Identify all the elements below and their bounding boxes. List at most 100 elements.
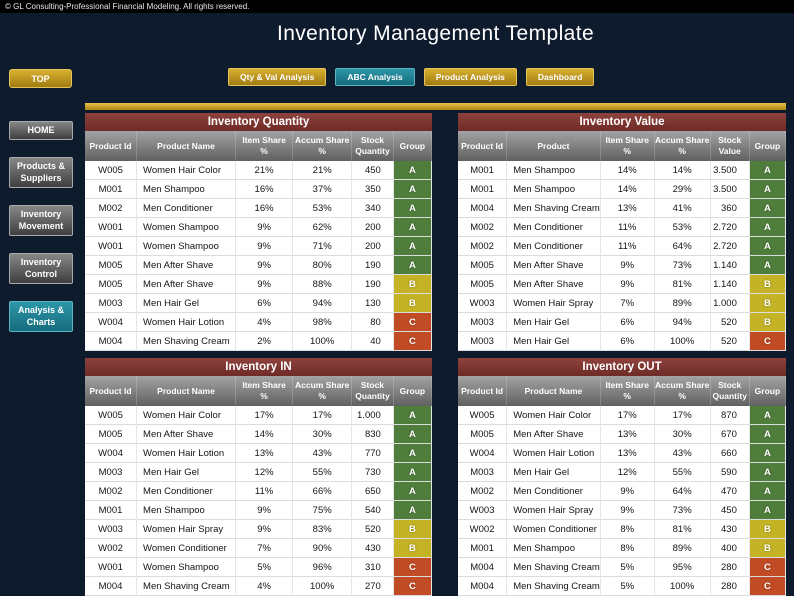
data-cell[interactable]: 41% bbox=[654, 199, 711, 218]
data-cell[interactable]: M003 bbox=[458, 463, 508, 482]
data-cell[interactable]: Men After Shave bbox=[137, 425, 236, 444]
data-cell[interactable]: 30% bbox=[654, 425, 711, 444]
data-cell[interactable]: 83% bbox=[293, 520, 353, 539]
data-cell[interactable]: Men Conditioner bbox=[507, 482, 601, 501]
data-cell[interactable]: M002 bbox=[458, 218, 508, 237]
data-cell[interactable]: Men Hair Gel bbox=[137, 463, 236, 482]
data-cell[interactable]: 430 bbox=[710, 520, 750, 539]
group-cell[interactable]: A bbox=[393, 463, 432, 482]
data-cell[interactable]: Men After Shave bbox=[507, 275, 601, 294]
group-cell[interactable]: C bbox=[393, 577, 432, 596]
data-cell[interactable]: 94% bbox=[293, 294, 353, 313]
data-cell[interactable]: 9% bbox=[235, 237, 294, 256]
group-cell[interactable]: A bbox=[393, 482, 432, 501]
data-cell[interactable]: W005 bbox=[458, 406, 508, 425]
data-cell[interactable]: 13% bbox=[600, 425, 655, 444]
data-cell[interactable]: 81% bbox=[654, 275, 711, 294]
data-cell[interactable]: 340 bbox=[352, 199, 394, 218]
data-cell[interactable]: 55% bbox=[293, 463, 353, 482]
data-cell[interactable]: 17% bbox=[654, 406, 711, 425]
data-cell[interactable]: Men Hair Gel bbox=[137, 294, 236, 313]
data-cell[interactable]: Men Shampoo bbox=[507, 180, 601, 199]
data-cell[interactable]: 53% bbox=[293, 199, 353, 218]
data-cell[interactable]: Men Shaving Cream bbox=[137, 577, 236, 596]
group-cell[interactable]: C bbox=[393, 313, 432, 332]
data-cell[interactable]: 29% bbox=[654, 180, 711, 199]
data-cell[interactable]: 2% bbox=[235, 332, 294, 351]
data-cell[interactable]: Men Hair Gel bbox=[507, 313, 601, 332]
data-cell[interactable]: M004 bbox=[458, 199, 508, 218]
data-cell[interactable]: 450 bbox=[352, 161, 394, 180]
data-cell[interactable]: Women Hair Lotion bbox=[507, 444, 601, 463]
data-cell[interactable]: 7% bbox=[600, 294, 655, 313]
data-cell[interactable]: 14% bbox=[654, 161, 711, 180]
data-cell[interactable]: 3.500 bbox=[710, 180, 750, 199]
data-cell[interactable]: Women Hair Color bbox=[507, 406, 601, 425]
data-cell[interactable]: W002 bbox=[85, 539, 138, 558]
data-cell[interactable]: 8% bbox=[600, 539, 655, 558]
data-cell[interactable]: 16% bbox=[235, 199, 294, 218]
data-cell[interactable]: Men Hair Gel bbox=[507, 463, 601, 482]
data-cell[interactable]: 13% bbox=[600, 199, 655, 218]
data-cell[interactable]: 16% bbox=[235, 180, 294, 199]
data-cell[interactable]: 11% bbox=[600, 237, 655, 256]
data-cell[interactable]: 89% bbox=[654, 539, 711, 558]
data-cell[interactable]: Men Shaving Cream bbox=[507, 199, 601, 218]
data-cell[interactable]: 13% bbox=[235, 444, 294, 463]
sidebar-item-products-suppliers[interactable]: Products & Suppliers bbox=[9, 157, 73, 188]
data-cell[interactable]: 130 bbox=[352, 294, 394, 313]
data-cell[interactable]: W005 bbox=[85, 406, 138, 425]
data-cell[interactable]: Men Shampoo bbox=[137, 501, 236, 520]
group-cell[interactable]: B bbox=[749, 294, 786, 313]
nav-abc-analysis[interactable]: ABC Analysis bbox=[335, 68, 415, 86]
data-cell[interactable]: M005 bbox=[458, 425, 508, 444]
data-cell[interactable]: 5% bbox=[600, 558, 655, 577]
data-cell[interactable]: Men Shampoo bbox=[507, 539, 601, 558]
data-cell[interactable]: 310 bbox=[352, 558, 394, 577]
group-cell[interactable]: A bbox=[393, 180, 432, 199]
data-cell[interactable]: Women Hair Color bbox=[137, 406, 236, 425]
data-cell[interactable]: 270 bbox=[352, 577, 394, 596]
data-cell[interactable]: Women Conditioner bbox=[137, 539, 236, 558]
data-cell[interactable]: M003 bbox=[458, 313, 508, 332]
data-cell[interactable]: 5% bbox=[600, 577, 655, 596]
data-cell[interactable]: 1.000 bbox=[710, 294, 750, 313]
group-cell[interactable]: A bbox=[749, 180, 786, 199]
data-cell[interactable]: 43% bbox=[654, 444, 711, 463]
data-cell[interactable]: 9% bbox=[600, 501, 655, 520]
data-cell[interactable]: 9% bbox=[235, 275, 294, 294]
nav-product-analysis[interactable]: Product Analysis bbox=[423, 68, 517, 86]
data-cell[interactable]: 9% bbox=[235, 501, 294, 520]
data-cell[interactable]: 730 bbox=[352, 463, 394, 482]
data-cell[interactable]: 6% bbox=[600, 313, 655, 332]
nav-dashboard[interactable]: Dashboard bbox=[525, 68, 595, 86]
data-cell[interactable]: Women Conditioner bbox=[507, 520, 601, 539]
data-cell[interactable]: 40 bbox=[352, 332, 394, 351]
data-cell[interactable]: 190 bbox=[352, 256, 394, 275]
data-cell[interactable]: W002 bbox=[458, 520, 508, 539]
data-cell[interactable]: W001 bbox=[85, 218, 138, 237]
data-cell[interactable]: 540 bbox=[352, 501, 394, 520]
data-cell[interactable]: Women Hair Color bbox=[137, 161, 236, 180]
group-cell[interactable]: B bbox=[393, 539, 432, 558]
data-cell[interactable]: 520 bbox=[352, 520, 394, 539]
data-cell[interactable]: Women Hair Spray bbox=[137, 520, 236, 539]
group-cell[interactable]: C bbox=[749, 332, 786, 351]
sidebar-item-analysis-charts[interactable]: Analysis & Charts bbox=[9, 301, 73, 332]
data-cell[interactable]: 430 bbox=[352, 539, 394, 558]
data-cell[interactable]: 90% bbox=[293, 539, 353, 558]
group-cell[interactable]: A bbox=[749, 161, 786, 180]
group-cell[interactable]: C bbox=[749, 558, 786, 577]
group-cell[interactable]: A bbox=[393, 444, 432, 463]
data-cell[interactable]: 650 bbox=[352, 482, 394, 501]
group-cell[interactable]: B bbox=[393, 294, 432, 313]
data-cell[interactable]: Women Hair Spray bbox=[507, 501, 601, 520]
group-cell[interactable]: A bbox=[393, 199, 432, 218]
data-cell[interactable]: 12% bbox=[600, 463, 655, 482]
group-cell[interactable]: B bbox=[749, 520, 786, 539]
data-cell[interactable]: 53% bbox=[654, 218, 711, 237]
group-cell[interactable]: A bbox=[749, 444, 786, 463]
data-cell[interactable]: Women Hair Lotion bbox=[137, 444, 236, 463]
group-cell[interactable]: A bbox=[749, 463, 786, 482]
group-cell[interactable]: C bbox=[749, 577, 786, 596]
